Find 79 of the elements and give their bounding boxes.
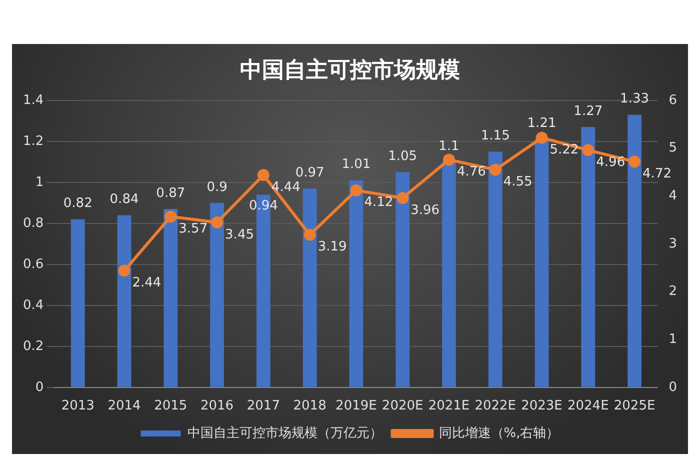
x-tick-label: 2023E: [521, 398, 562, 414]
data-label: 1.1: [438, 138, 460, 154]
data-label: 0.84: [110, 192, 139, 208]
y2-tick-label: 5: [668, 140, 678, 156]
data-label: 0.87: [156, 186, 186, 201]
point: [442, 154, 455, 166]
data-label: 1.01: [342, 157, 371, 172]
data-label: 4.76: [456, 164, 486, 180]
data-label: 3.19: [318, 240, 347, 255]
y-tick-label: 0: [35, 380, 44, 395]
point: [628, 156, 641, 168]
x-tick-label: 2015: [154, 398, 188, 414]
y2-tick-label: 0: [668, 380, 678, 395]
y2-tick-label: 3: [668, 236, 678, 252]
y2-tick-label: 6: [668, 92, 678, 108]
legend-label: 同比增速（%,右轴）: [438, 426, 560, 441]
data-label: 0.97: [295, 165, 324, 180]
data-label: 3.45: [225, 227, 254, 242]
point: [536, 132, 548, 144]
point: [396, 192, 409, 204]
y-tick-label: 1.2: [22, 134, 44, 149]
bar: [488, 152, 502, 387]
data-label: 0.94: [248, 198, 278, 214]
x-tick-label: 2018: [293, 398, 326, 414]
x-tick-label: 2016: [200, 398, 234, 414]
point: [118, 264, 130, 277]
bar: [117, 215, 132, 387]
bar: [442, 162, 456, 387]
data-label: 3.96: [410, 202, 440, 218]
x-tick-label: 2022E: [474, 398, 516, 414]
bar: [302, 188, 317, 387]
data-label: 1.15: [480, 128, 510, 144]
x-tick-label: 2017: [246, 398, 280, 414]
y-tick-label: 0.6: [22, 256, 44, 272]
x-tick-label: 2025E: [614, 398, 656, 414]
bar: [70, 219, 85, 387]
data-label: 1.21: [527, 116, 556, 132]
point: [164, 210, 177, 223]
data-label: 5.22: [550, 142, 579, 158]
bar: [628, 114, 642, 387]
data-label: 4.96: [596, 155, 626, 170]
x-tick-label: 2020E: [382, 398, 424, 414]
data-label: 1.33: [620, 92, 650, 107]
y-tick-label: 1: [35, 174, 44, 190]
y2-tick-label: 4: [668, 188, 678, 204]
y-tick-label: 0.4: [22, 298, 44, 313]
data-label: 0.82: [63, 196, 92, 212]
x-tick-label: 2013: [61, 398, 94, 414]
data-label: 4.12: [364, 195, 394, 210]
y2-tick-label: 1: [668, 332, 678, 347]
bar: [164, 209, 178, 387]
y-tick-label: 0.2: [22, 338, 44, 354]
data-label: 2.44: [132, 276, 162, 291]
point: [350, 184, 362, 196]
point: [582, 144, 594, 156]
point: [304, 228, 316, 241]
bar: [534, 139, 549, 387]
x-tick-label: 2019E: [336, 398, 377, 414]
point: [211, 216, 224, 228]
y-tick-label: 1.4: [22, 92, 44, 108]
y-tick-label: 0.8: [22, 216, 44, 231]
bar: [581, 127, 596, 387]
data-label: 3.57: [178, 222, 208, 237]
point: [257, 169, 270, 182]
legend-label: 中国自主可控市场规模（万亿元）: [187, 424, 382, 441]
data-label: 4.72: [642, 166, 672, 182]
x-tick-label: 2024E: [567, 398, 609, 414]
data-label: 1.27: [574, 104, 603, 119]
x-tick-label: 2021E: [428, 398, 470, 414]
data-label: 0.9: [206, 180, 228, 195]
bar: [396, 172, 410, 387]
bar: [349, 180, 364, 387]
bar: [210, 202, 224, 387]
y2-tick-label: 2: [668, 284, 678, 300]
chart-title: 中国自主可控市场规模: [240, 56, 460, 83]
point: [489, 164, 502, 176]
data-label: 1.05: [388, 149, 418, 164]
x-tick-label: 2014: [108, 398, 141, 414]
data-label: 4.55: [503, 174, 532, 190]
